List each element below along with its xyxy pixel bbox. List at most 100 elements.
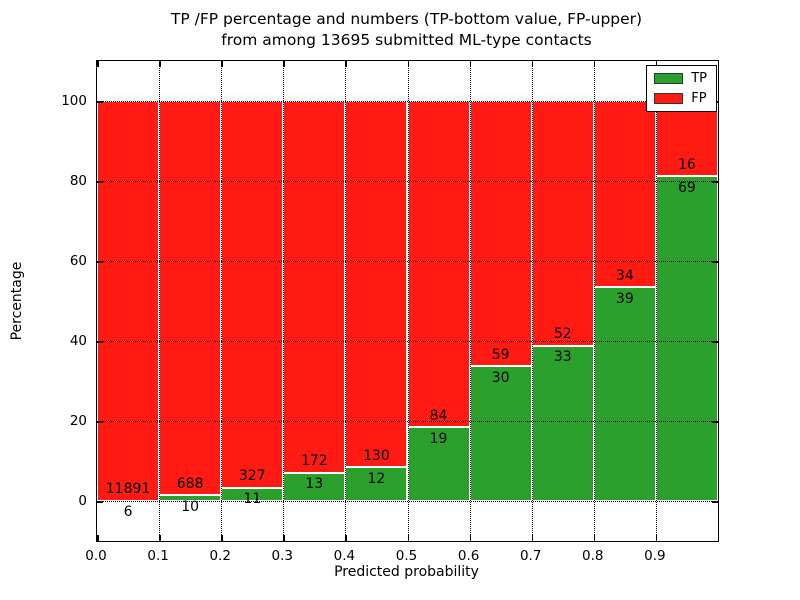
gridline-y-40: [97, 341, 718, 342]
tp-count-label: 30: [491, 369, 510, 386]
y-tick-label-0: 0: [78, 493, 87, 509]
tp-count-label: 12: [367, 470, 386, 487]
y-tick-left-20: [97, 421, 103, 423]
fp-count-label: 172: [300, 453, 328, 470]
y-tick-right-20: [712, 421, 718, 423]
bar-segment-tp-0.8-0.9: [593, 287, 656, 501]
x-tick-top-0.8: [593, 61, 596, 67]
bar-segment-fp-0.6-0.7: [469, 101, 532, 367]
x-tick-bottom-0.7: [531, 535, 534, 541]
y-tick-right-40: [712, 341, 718, 343]
tp-color-swatch: [654, 73, 684, 84]
x-tick-bottom-0.3: [283, 535, 285, 541]
x-tick-label-0.7: 0.7: [519, 548, 542, 564]
bar-segment-fp-0.3-0.4: [283, 101, 346, 473]
bar-segment-fp-0.4-0.5: [345, 101, 408, 468]
bar-segment-tp-0.4-0.5: [345, 467, 408, 501]
tp-count-label: 39: [615, 290, 634, 307]
gridline-x-0.7: [531, 61, 533, 541]
x-tick-bottom-0.2: [221, 535, 223, 541]
y-tick-right-60: [712, 261, 718, 263]
x-tick-bottom-0.1: [159, 535, 161, 541]
x-tick-label-0.3: 0.3: [271, 548, 294, 564]
y-tick-left-40: [97, 341, 103, 343]
gridline-x-0.2: [221, 61, 223, 541]
y-tick-label-80: 80: [69, 173, 87, 189]
x-tick-label-0.2: 0.2: [209, 548, 231, 564]
x-tick-bottom-0.8: [593, 535, 596, 541]
x-tick-top-0.9: [655, 61, 658, 67]
y-tick-left-80: [97, 181, 103, 183]
x-tick-label-0.1: 0.1: [147, 548, 169, 564]
chart-title-line2: from among 13695 submitted ML-type conta…: [221, 31, 592, 50]
y-tick-label-40: 40: [69, 333, 87, 349]
x-tick-top-0.6: [469, 61, 472, 67]
x-tick-top-0.1: [159, 61, 161, 67]
gridline-x-0.9: [655, 61, 657, 541]
legend-label-fp: FP: [691, 91, 707, 106]
bar-segment-tp-0.7-0.8: [531, 345, 594, 501]
x-tick-label-0.9: 0.9: [644, 548, 666, 564]
plot-area: 11891 6 688 10 327 11 172 13 130 12 84 19 59 30 52 33 34…: [96, 60, 719, 542]
tp-count-label: 33: [553, 349, 572, 366]
gridline-x-0.8: [593, 61, 595, 541]
gridline-x-0.5: [407, 61, 409, 541]
y-tick-left-0: [97, 501, 103, 503]
y-tick-label-20: 20: [69, 413, 87, 429]
bar-segment-fp-0.2-0.3: [221, 101, 284, 488]
x-tick-top-0.3: [283, 61, 285, 67]
x-tick-top-0.0: [97, 61, 99, 67]
x-tick-bottom-0.5: [407, 535, 409, 541]
x-tick-top-0.5: [407, 61, 409, 67]
y-tick-right-80: [712, 181, 718, 183]
gridline-x-0.1: [159, 61, 161, 541]
x-tick-bottom-0.4: [345, 535, 347, 541]
gridline-x-0.4: [345, 61, 347, 541]
tp-count-label: 11: [243, 491, 262, 508]
bar-segment-fp-0.5-0.6: [407, 101, 470, 428]
y-tick-label-60: 60: [69, 253, 87, 269]
fp-color-swatch: [654, 93, 684, 104]
chart-title: TP /FP percentage and numbers (TP-bottom…: [96, 9, 717, 52]
x-tick-label-0.0: 0.0: [85, 548, 107, 564]
legend-entry-fp: FP: [654, 92, 707, 105]
x-tick-bottom-0.6: [469, 535, 472, 541]
x-tick-bottom-0.0: [97, 535, 99, 541]
fp-count-label: 84: [429, 407, 448, 424]
bar-segment-fp-0.9-1.0: [655, 101, 718, 177]
tp-count-label: 10: [181, 498, 200, 515]
bar-segment-tp-0.9-1.0: [655, 176, 718, 501]
bar-segment-fp-0.8-0.9: [593, 101, 656, 288]
tp-count-label: 6: [123, 504, 133, 521]
fp-count-label: 688: [176, 475, 204, 492]
fp-count-label: 52: [553, 326, 572, 343]
gridline-y-0: [97, 501, 718, 502]
x-tick-label-0.5: 0.5: [395, 548, 418, 564]
fp-count-label: 34: [615, 267, 634, 284]
gridline-x-0.6: [469, 61, 471, 541]
legend: TP FP: [646, 65, 717, 112]
tp-count-label: 19: [429, 430, 448, 447]
x-tick-top-0.7: [531, 61, 534, 67]
gridline-y-20: [97, 421, 718, 422]
x-tick-label-0.4: 0.4: [333, 548, 356, 564]
y-axis-label: Percentage: [9, 261, 25, 341]
bar-segment-fp-0.1-0.2: [159, 101, 222, 496]
x-axis-label: Predicted probability: [334, 564, 479, 580]
bar-segment-fp-0.0-0.1: [97, 101, 160, 501]
x-tick-top-0.4: [345, 61, 347, 67]
x-tick-label-0.8: 0.8: [582, 548, 604, 564]
gridline-x-0.3: [283, 61, 285, 541]
x-tick-label-0.6: 0.6: [457, 548, 480, 564]
fp-count-label: 11891: [105, 481, 151, 498]
gridline-y-100: [97, 101, 718, 102]
bar-segment-tp-0.6-0.7: [469, 366, 532, 501]
tp-count-label: 69: [678, 179, 696, 196]
fp-count-label: 327: [238, 468, 266, 485]
y-tick-left-100: [97, 101, 103, 103]
gridline-y-80: [97, 181, 718, 182]
x-tick-bottom-0.9: [655, 535, 658, 541]
gridline-y-60: [97, 261, 718, 262]
y-tick-left-60: [97, 261, 103, 263]
